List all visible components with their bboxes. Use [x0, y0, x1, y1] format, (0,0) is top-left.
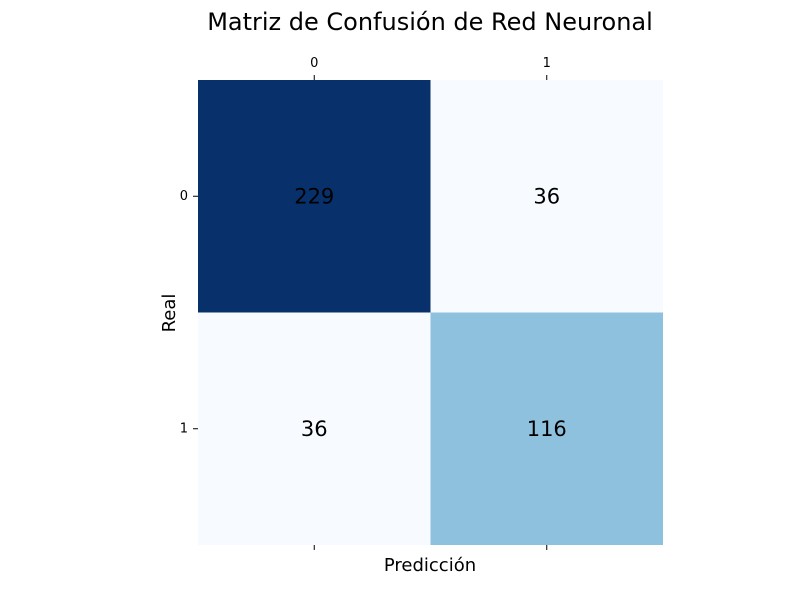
- cell-real-0-pred-0: [198, 80, 431, 313]
- cell-real-1-pred-0: [198, 312, 431, 545]
- y-tick-label-1: 1: [180, 421, 188, 436]
- chart-title: Matriz de Confusión de Red Neuronal: [207, 8, 653, 36]
- cell-real-1-pred-1: [430, 312, 663, 545]
- cell-value-real-1-pred-1: 116: [527, 417, 567, 441]
- cell-value-real-0-pred-1: 36: [533, 184, 560, 208]
- cell-value-real-1-pred-0: 36: [301, 417, 328, 441]
- cell-real-0-pred-1: [430, 80, 663, 313]
- y-axis-label: Real: [159, 294, 180, 333]
- axis-ticks: 0 1 0 1: [180, 56, 551, 550]
- heatmap-cells: 229 36 36 116: [198, 80, 663, 545]
- x-tick-label-1: 1: [543, 56, 551, 71]
- x-tick-label-0: 0: [310, 56, 318, 71]
- cell-value-real-0-pred-0: 229: [294, 184, 334, 208]
- x-axis-label: Predicción: [384, 555, 476, 576]
- y-tick-label-0: 0: [180, 189, 188, 204]
